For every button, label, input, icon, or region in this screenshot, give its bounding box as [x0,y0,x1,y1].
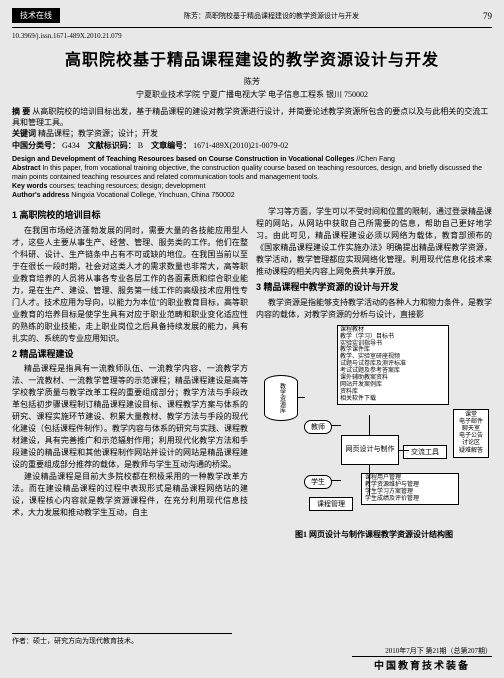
abstract-text: 从高职院校的培训目标出发，基于精品课程的建设对教学资源进行设计，并简要论述教学资… [12,107,488,127]
figure-1-diagram: 课程教材 教学（学习）目标书 实验实训指导书 教学课件库 教学、实验室研座视频 … [259,325,489,525]
line: 相关软件下载 [340,396,446,403]
doccode-label: 文献标识码： [88,141,136,150]
en-keywords-text: courses; teaching resources; design; dev… [49,183,205,190]
line: 课程用户管理 [365,475,455,482]
diagram-center: 网页设计与制作 [341,435,399,465]
journal-brand: 中国教育技术装备 [352,657,492,672]
abstract-en: Design and Development of Teaching Resou… [12,155,492,200]
en-author: //Chen Fang [356,156,395,163]
paragraph: 在我国市场经济蓬勃发展的同时，需要大量的各技能应用型人才，这些人主要从事生产、经… [12,225,248,345]
section-heading: 2 精品课程建设 [12,348,248,362]
page-header: 技术在线 陈芳：高职院校基于精品课程建设的教学资源设计与开发 79 [12,8,492,23]
abstract-label: 摘 要 [12,107,30,116]
article-title: 高职院校基于精品课程建设的教学资源设计与开发 [12,46,492,70]
en-title: Design and Development of Teaching Resou… [12,156,354,163]
issue-info: 2010年7月下 第21期（总第207期） [352,646,492,656]
paragraph: 精品课程是指具有一流教师队伍、一流教学内容、一流教学方法、一流教材、一流教学管理… [12,363,248,471]
section-tab: 技术在线 [12,8,60,23]
clc-value: G434 [62,141,80,150]
en-keywords-label: Key words [12,183,47,190]
author: 陈芳 [12,76,492,87]
diagram-bottom-label: 课程管理 [309,497,353,512]
artno-label: 文章编号： [151,141,191,150]
line: 考试试题及参考答案库 [340,368,446,375]
line: 教学（学习）目标书 [340,334,446,341]
diagram-bottom-box: 课程用户管理 教学资源维护与管理 学生学习方案管理 学生成绩及评价管理 [361,473,459,506]
abstract-zh: 摘 要 从高职院校的培训目标出发，基于精品课程的建设对教学资源进行设计，并简要论… [12,106,492,151]
figure-caption: 图1 网页设计与制作课程教学资源设计结构图 [256,529,492,541]
line: 资料库 [340,389,446,396]
line: 疑难解答 [456,448,486,455]
diagram-teacher: 教师 [304,420,332,435]
paragraph: 建设精品课程是目前大多院校都在积极采用的一种教学改革方法。而在建设精品课程的过程… [12,471,248,519]
left-column: 1 高职院校的培训目标 在我国市场经济蓬勃发展的同时，需要大量的各技能应用型人才… [12,206,248,541]
keywords-label: 关键词 [12,129,36,138]
keywords-text: 精品课程；教学资源；设计；开发 [38,129,158,138]
en-abstract-label: Abstract [12,165,40,172]
body-columns: 1 高职院校的培训目标 在我国市场经济蓬勃发展的同时，需要大量的各技能应用型人才… [12,206,492,541]
diagram-right-label: 交流工具 [403,445,447,460]
page-number: 79 [483,11,492,21]
en-address-label: Author's address [12,192,69,199]
en-address-text: Ningxia Vocational College, Yinchuan, Ch… [71,192,234,199]
line: 课程教材 [340,327,446,334]
author-note: 作者：硕士，研究方向为现代教育技术。 [12,633,232,646]
line: 学生成绩及评价管理 [365,496,455,503]
diagram-student: 学生 [304,475,332,490]
line: 网站开发案例库 [340,382,446,389]
diagram-top-box: 课程教材 教学（学习）目标书 实验实训指导书 教学课件库 教学、实验室研座视频 … [337,325,449,405]
line: 课外辅助教案资料 [340,375,446,382]
diagram-db: 教学资源库 [264,375,298,421]
section-heading: 1 高职院校的培训目标 [12,209,248,223]
right-column: 学习等方面，学生可以不受时间和位置的限制，通过登录精品课程的网站，从网站中获取自… [256,206,492,541]
doccode-value: B [138,141,143,150]
line: 课堂 [456,412,486,419]
doi: 10.3969/j.issn.1671-489X.2010.21.079 [12,32,492,40]
diagram-right-box: 课堂 电子邮件 聊天室 电子公告 讨论区 疑难解答 [453,409,489,458]
en-abstract-text: In this paper, from vocational training … [12,165,482,181]
section-heading: 3 精品课程中教学资源的设计与开发 [256,281,492,295]
line: 讨论区 [456,440,486,447]
page-footer: 2010年7月下 第21期（总第207期） 中国教育技术装备 [0,646,504,672]
affiliation: 宁夏职业技术学院 宁夏广播电视大学 电子信息工程系 银川 750002 [12,89,492,100]
paragraph: 教学资源是指能够支持教学活动的各种人力和物力条件，是教学内容的载体，对教学资源的… [256,297,492,321]
clc-label: 中国分类号： [12,141,60,150]
paragraph: 学习等方面，学生可以不受时间和位置的限制，通过登录精品课程的网站，从网站中获取自… [256,206,492,278]
running-head: 陈芳：高职院校基于精品课程建设的教学资源设计与开发 [184,11,359,21]
artno-value: 1671-489X(2010)21-0079-02 [193,141,288,150]
